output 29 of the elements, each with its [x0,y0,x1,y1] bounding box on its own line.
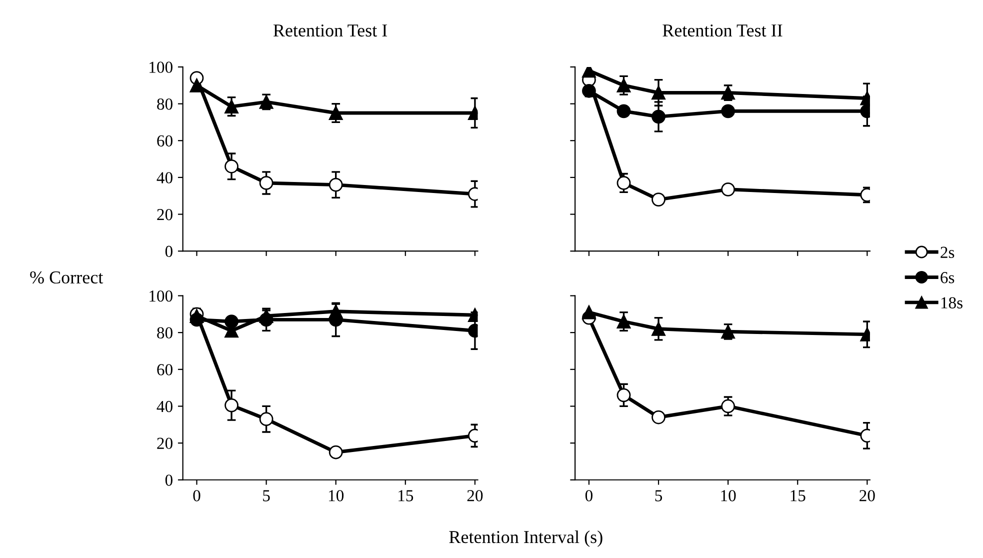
x-tick-label: 10 [721,490,736,502]
y-tick-label: 80 [157,327,172,339]
y-tick-label: 0 [165,474,172,486]
x-tick-label: 5 [263,490,270,502]
y-tick-label: 100 [150,290,172,302]
legend-label: 6s [940,272,954,284]
x-tick-label: 10 [328,490,344,502]
y-tick-label: 100 [150,62,172,73]
x-tick-label: 15 [398,490,414,502]
y-tick-label: 0 [165,246,172,258]
y-tick-label: 40 [156,172,172,184]
x-tick-label: 20 [467,490,483,502]
chart-title: Retention Test II [662,24,782,37]
y-tick-label: 60 [157,135,172,147]
y-tick-label: 60 [157,364,172,376]
x-tick-label: 15 [790,490,806,502]
x-tick-label: 5 [655,490,662,502]
x-tick-label: 0 [585,490,592,502]
y-tick-label: 80 [157,98,172,110]
y-tick-label: 20 [157,208,172,220]
legend-label: 2s [940,246,954,258]
y-tick-label: 40 [156,400,172,412]
x-tick-label: 20 [860,490,875,502]
x-tick-label: 0 [193,490,200,502]
y-tick-label: 20 [157,438,172,449]
y-axis-title: % Correct [30,271,104,284]
legend-label: 18s [941,297,962,308]
chart-title: Retention Test I [273,24,388,37]
x-axis-title: Retention Interval (s) [449,530,602,547]
